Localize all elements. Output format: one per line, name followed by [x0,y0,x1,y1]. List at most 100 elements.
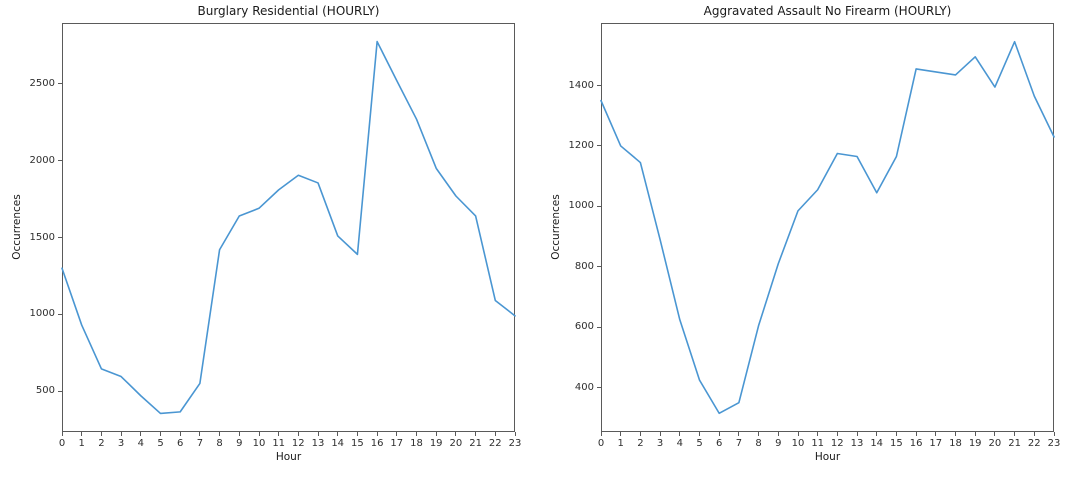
x-tick-label: 19 [429,438,443,449]
x-tick-mark [600,432,602,436]
x-tick-label: 11 [811,438,825,449]
x-tick-label: 7 [196,438,204,449]
x-tick-mark [797,432,799,436]
x-tick-label: 3 [117,438,125,449]
x-tick-mark [140,432,142,436]
y-tick-label: 1000 [568,200,594,212]
x-tick-label: 17 [929,438,943,449]
x-tick-label: 2 [98,438,105,449]
x-tick-mark [81,432,83,436]
x-tick-mark [994,432,996,436]
x-tick-mark [297,432,299,436]
x-tick-mark [738,432,740,436]
y-tick-mark [58,390,62,392]
x-tick-mark [836,432,838,436]
y-axis-label: Occurrences [11,193,23,260]
plot-area [600,23,1055,432]
x-tick-label: 10 [791,438,805,449]
x-tick-mark [179,432,181,436]
y-tick-label: 500 [35,385,55,397]
x-tick-label: 4 [676,438,683,449]
x-tick-label: 16 [370,438,384,449]
x-tick-label: 4 [137,438,144,449]
plot-border [62,23,515,432]
x-tick-label: 14 [331,438,345,449]
x-tick-mark [120,432,122,436]
x-tick-mark [1053,432,1055,436]
x-tick-mark [895,432,897,436]
x-tick-label: 2 [637,438,644,449]
y-tick-mark [58,313,62,315]
x-tick-mark [856,432,858,436]
x-tick-label: 10 [252,438,266,449]
y-tick-label: 1400 [568,79,594,91]
x-tick-label: 9 [236,438,243,449]
x-tick-mark [955,432,956,436]
y-tick-label: 1500 [29,231,55,243]
x-tick-label: 18 [410,438,423,449]
x-tick-label: 20 [988,438,1002,449]
x-axis-label: Hour [275,451,302,463]
x-tick-label: 12 [291,438,305,449]
x-tick-label: 9 [775,438,782,449]
y-tick-mark [58,83,62,85]
x-tick-mark [679,432,681,436]
x-tick-mark [416,432,417,436]
x-tick-label: 1 [78,438,85,449]
y-tick-mark [58,237,62,238]
x-tick-mark [494,432,496,436]
x-tick-mark [915,432,917,436]
x-tick-label: 11 [272,438,286,449]
y-tick-label: 800 [574,260,594,272]
x-tick-mark [699,432,700,436]
x-tick-label: 20 [449,438,463,449]
x-tick-label: 6 [716,438,723,449]
x-tick-mark [974,432,976,436]
x-tick-mark [317,432,319,436]
x-tick-label: 6 [177,438,184,449]
x-tick-mark [1014,432,1016,436]
line-series [600,40,1055,415]
x-tick-mark [61,432,63,436]
y-tick-mark [597,266,601,268]
x-tick-mark [455,432,457,436]
x-tick-label: 0 [58,438,66,449]
y-tick-mark [597,145,601,147]
x-tick-mark [258,432,260,436]
x-tick-label: 16 [909,438,923,449]
x-tick-label: 23 [1047,438,1061,449]
y-tick-label: 2500 [29,77,55,89]
y-tick-label: 600 [574,321,594,333]
y-tick-mark [58,160,62,162]
x-tick-mark [620,432,622,436]
y-tick-mark [597,85,601,86]
x-tick-label: 15 [351,438,364,449]
x-tick-label: 21 [1008,438,1021,449]
x-tick-label: 14 [870,438,884,449]
x-tick-label: 13 [850,438,864,449]
x-tick-mark [817,432,819,436]
plot-border [601,23,1054,432]
y-tick-label: 1200 [568,139,594,151]
x-tick-label: 18 [949,438,962,449]
x-tick-label: 15 [890,438,903,449]
y-tick-label: 2000 [29,154,55,166]
x-tick-mark [1033,432,1035,436]
line-series [61,40,516,415]
x-tick-label: 21 [469,438,482,449]
x-tick-label: 12 [830,438,844,449]
x-tick-mark [514,432,516,436]
x-tick-label: 1 [617,438,624,449]
y-tick-mark [597,205,601,207]
x-tick-label: 7 [735,438,743,449]
x-tick-mark [337,432,339,436]
x-tick-label: 5 [157,438,164,449]
x-tick-label: 17 [390,438,404,449]
x-tick-label: 22 [1027,438,1041,449]
y-tick-label: 400 [574,381,594,393]
x-tick-mark [199,432,201,436]
x-tick-label: 8 [216,438,223,449]
x-tick-mark [278,432,280,436]
x-tick-mark [238,432,240,436]
